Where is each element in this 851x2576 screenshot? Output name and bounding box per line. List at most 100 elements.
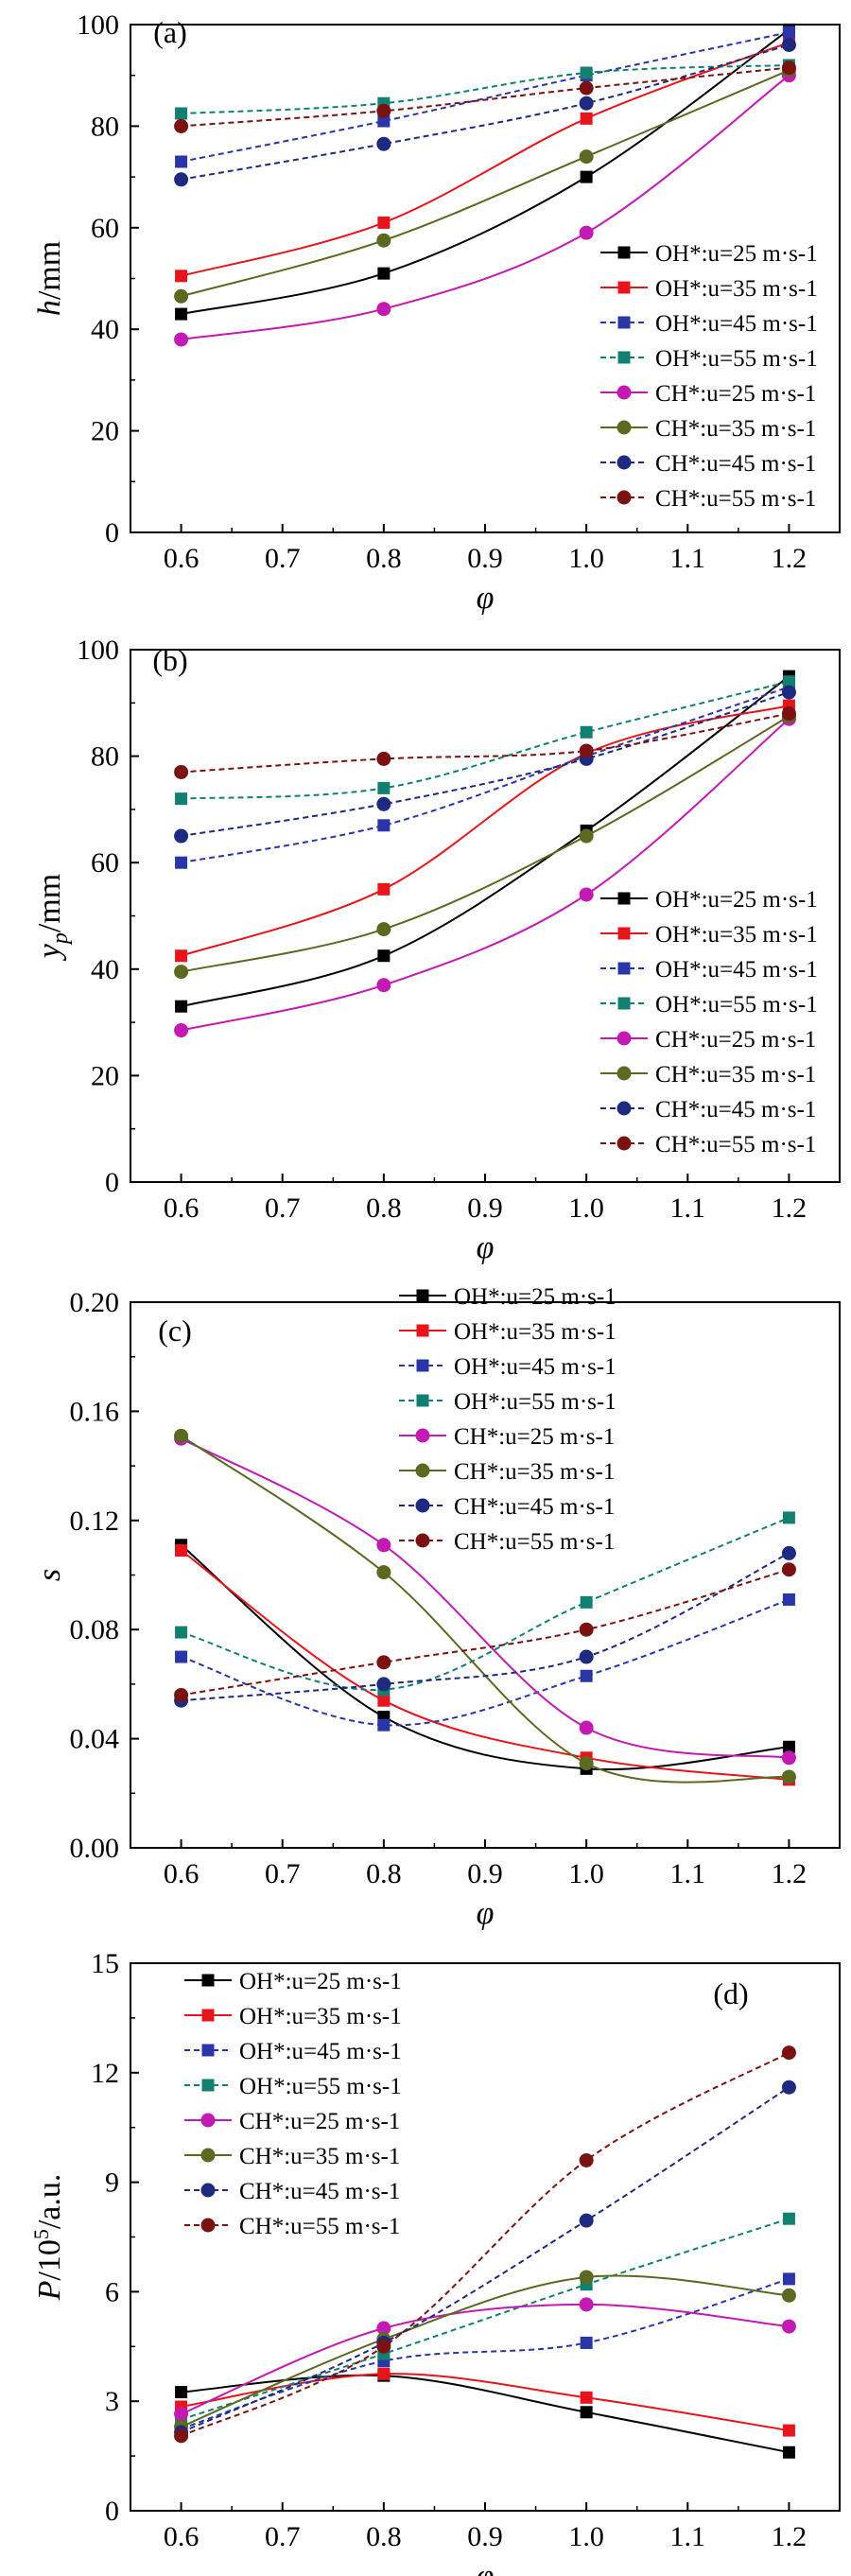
data-point — [377, 949, 391, 963]
data-point — [782, 1740, 795, 1753]
legend-species: CH* — [655, 1097, 700, 1123]
data-point — [781, 1562, 796, 1577]
legend: OH*:u=25 m·s-1OH*:u=35 m·s-1OH*:u=45 m·s… — [600, 241, 818, 512]
data-point — [174, 1023, 189, 1038]
legend-label: CH*:u=25 m·s-1 — [655, 381, 816, 407]
series-line — [181, 64, 790, 114]
legend-label: CH*:u=45 m·s-1 — [655, 451, 816, 477]
data-point — [174, 1687, 189, 1702]
data-point — [579, 2213, 594, 2228]
x-tick-label: 1.2 — [772, 2521, 808, 2552]
series-line — [181, 28, 790, 316]
x-tick-label: 1.1 — [670, 2521, 706, 2552]
legend-label: CH*:u=45 m·s-1 — [239, 2179, 400, 2204]
legend-species: OH* — [655, 992, 702, 1018]
legend-speed: :u=45 m·s-1 — [500, 1354, 617, 1380]
legend-species: CH* — [239, 2179, 284, 2204]
data-point — [376, 233, 391, 248]
legend-species: OH* — [655, 887, 702, 913]
legend-species: OH* — [454, 1389, 500, 1415]
data-point — [781, 2045, 796, 2061]
data-point — [781, 706, 796, 722]
data-point — [580, 1669, 593, 1682]
legend-marker — [617, 316, 631, 329]
legend-marker — [617, 351, 631, 364]
legend-marker — [617, 246, 631, 259]
legend-species: OH* — [239, 2074, 286, 2099]
series-line — [181, 69, 790, 298]
legend-speed: :u=25 m·s-1 — [700, 1027, 816, 1053]
data-point — [782, 2272, 795, 2286]
series-2 — [175, 1544, 795, 1786]
series-line — [181, 2373, 790, 2432]
series-line — [181, 41, 790, 277]
series-1 — [175, 2369, 795, 2459]
legend-label: CH*:u=55 m·s-1 — [655, 486, 816, 512]
legend-speed: :u=55 m·s-1 — [700, 486, 816, 512]
legend-species: OH* — [454, 1319, 500, 1345]
legend-species: OH* — [239, 2004, 286, 2029]
data-point — [377, 216, 391, 229]
data-point — [579, 743, 594, 758]
legend-species: CH* — [454, 1459, 498, 1485]
data-point — [782, 1511, 795, 1524]
data-point — [781, 2288, 796, 2303]
data-point — [175, 1544, 188, 1558]
data-point — [175, 307, 188, 321]
legend-speed: :u=25 m·s-1 — [286, 1969, 402, 1994]
data-point — [175, 792, 188, 806]
legend: OH*:u=25 m·s-1OH*:u=35 m·s-1OH*:u=45 m·s… — [600, 887, 818, 1157]
data-point — [376, 978, 391, 993]
series-line — [181, 2051, 790, 2437]
legend-species: CH* — [454, 1529, 498, 1555]
legend-speed: :u=55 m·s-1 — [286, 2074, 402, 2099]
legend-speed: :u=35 m·s-1 — [286, 2004, 402, 2029]
data-point — [781, 1750, 796, 1766]
legend-speed: :u=45 m·s-1 — [284, 2179, 400, 2204]
legend-speed: :u=45 m·s-1 — [498, 1494, 615, 1520]
legend-label: OH*:u=55 m·s-1 — [239, 2074, 402, 2099]
series-line — [181, 66, 790, 128]
legend-speed: :u=35 m·s-1 — [500, 1319, 617, 1345]
data-point — [781, 1545, 796, 1560]
legend-label: CH*:u=35 m·s-1 — [454, 1459, 615, 1485]
x-tick-label: 0.9 — [467, 1192, 503, 1224]
series-line — [181, 1516, 790, 1692]
y-tick-label: 3 — [105, 2386, 119, 2417]
y-label-unit: /10 — [32, 2239, 67, 2280]
data-point — [376, 922, 391, 937]
x-tick-label: 0.6 — [164, 2521, 200, 2552]
x-tick-label: 0.8 — [366, 1192, 402, 1224]
data-point — [579, 1720, 594, 1735]
x-axis-label: φ — [477, 1896, 495, 1931]
data-point — [579, 1756, 594, 1771]
data-point — [175, 155, 188, 168]
legend-label: CH*:u=35 m·s-1 — [655, 1062, 816, 1088]
x-tick-label: 1.0 — [568, 1192, 604, 1224]
legend-marker — [617, 420, 632, 435]
data-point — [782, 26, 795, 39]
legend-label: OH*:u=35 m·s-1 — [655, 276, 818, 302]
legend-species: CH* — [239, 2144, 284, 2169]
data-point — [782, 2212, 795, 2225]
data-point — [175, 1000, 188, 1013]
y-tick-label: 0.04 — [70, 1724, 120, 1755]
legend-marker — [617, 1101, 632, 1116]
data-point — [580, 2406, 593, 2419]
y-tick-label: 0 — [105, 1167, 119, 1198]
legend-label: OH*:u=55 m·s-1 — [655, 346, 818, 372]
legend-marker — [416, 1324, 429, 1337]
legend-marker — [617, 455, 632, 470]
x-tick-label: 0.6 — [164, 543, 200, 574]
legend-marker — [201, 2044, 215, 2057]
x-tick-label: 0.6 — [164, 1192, 200, 1224]
data-point — [174, 965, 189, 980]
y-label-symbol: P — [32, 2281, 67, 2302]
series-line — [181, 718, 790, 1032]
legend-species: CH* — [239, 2214, 284, 2239]
data-point — [376, 1565, 391, 1580]
series-7 — [174, 1545, 796, 1708]
data-point — [377, 2367, 391, 2380]
data-point — [174, 288, 189, 304]
legend-marker — [200, 2183, 216, 2198]
